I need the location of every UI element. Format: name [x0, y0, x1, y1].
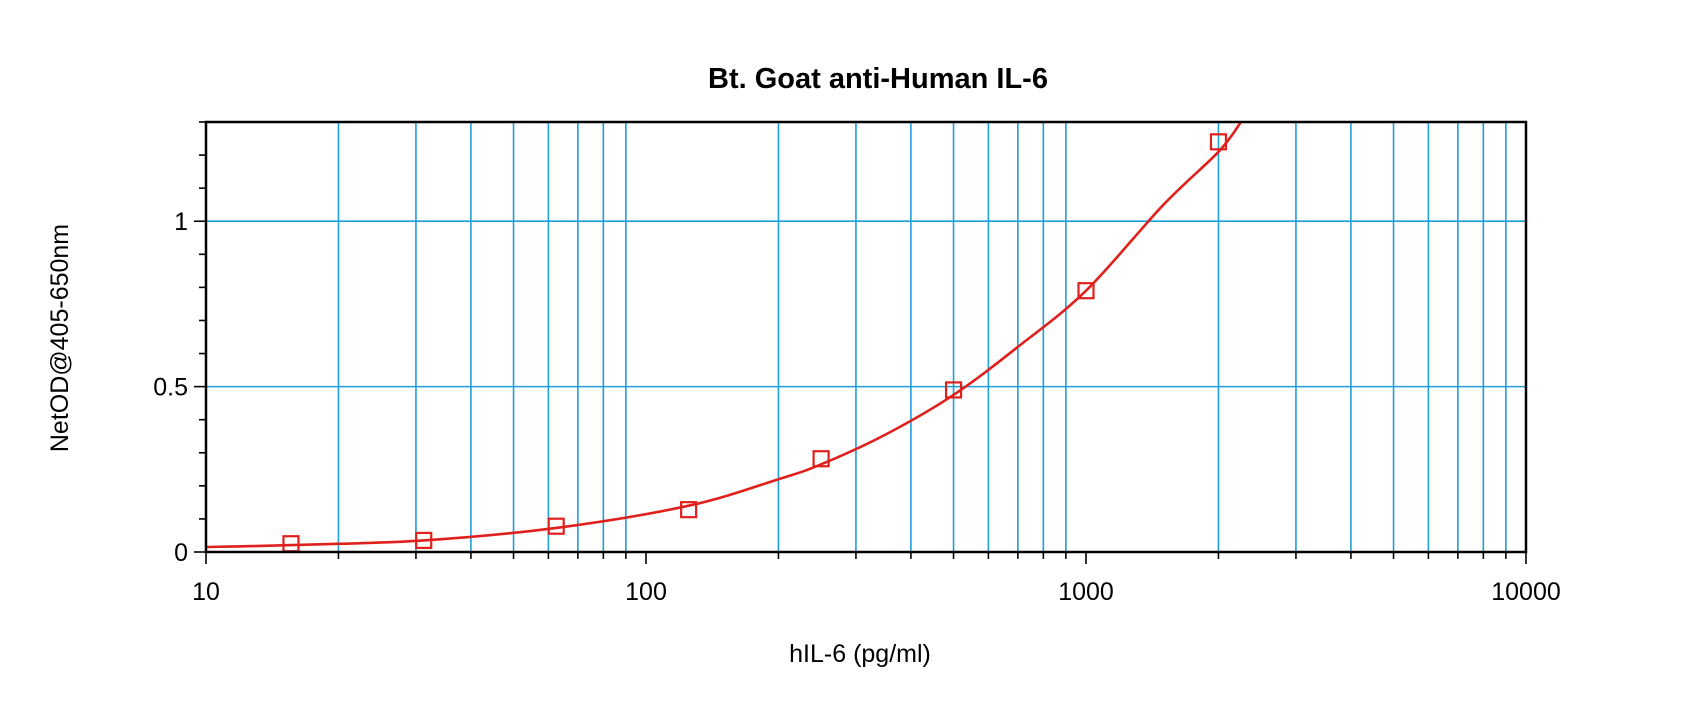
data-point [1209, 133, 1228, 151]
x-axis-label: hIL-6 (pg/ml) [789, 640, 931, 668]
data-point [1077, 282, 1095, 300]
data-point [415, 531, 433, 550]
data-point [547, 517, 565, 535]
y-axis-label: NetOD@405-650nm [46, 224, 74, 452]
x-tick-label: 10 [192, 578, 220, 606]
data-points-layer [282, 133, 1228, 553]
x-tick-label: 1000 [1058, 578, 1114, 606]
y-tick-label: 0.5 [153, 374, 188, 402]
fit-curve-layer [205, 121, 1243, 549]
chart-title: Bt. Goat anti-Human IL-6 [708, 63, 1048, 95]
data-point [680, 501, 698, 519]
fit-curve [205, 121, 1243, 549]
axes: 0 0.5 1 10 100 1000 10000 [153, 121, 1561, 606]
grid-lines [206, 122, 1526, 552]
data-point [812, 450, 830, 468]
plot-frame [204, 120, 1528, 554]
y-tick-label: 1 [174, 208, 188, 236]
x-tick-label: 100 [625, 578, 667, 606]
data-point [944, 381, 963, 399]
x-tick-label: 10000 [1491, 578, 1561, 606]
y-tick-label: 0 [174, 539, 188, 567]
